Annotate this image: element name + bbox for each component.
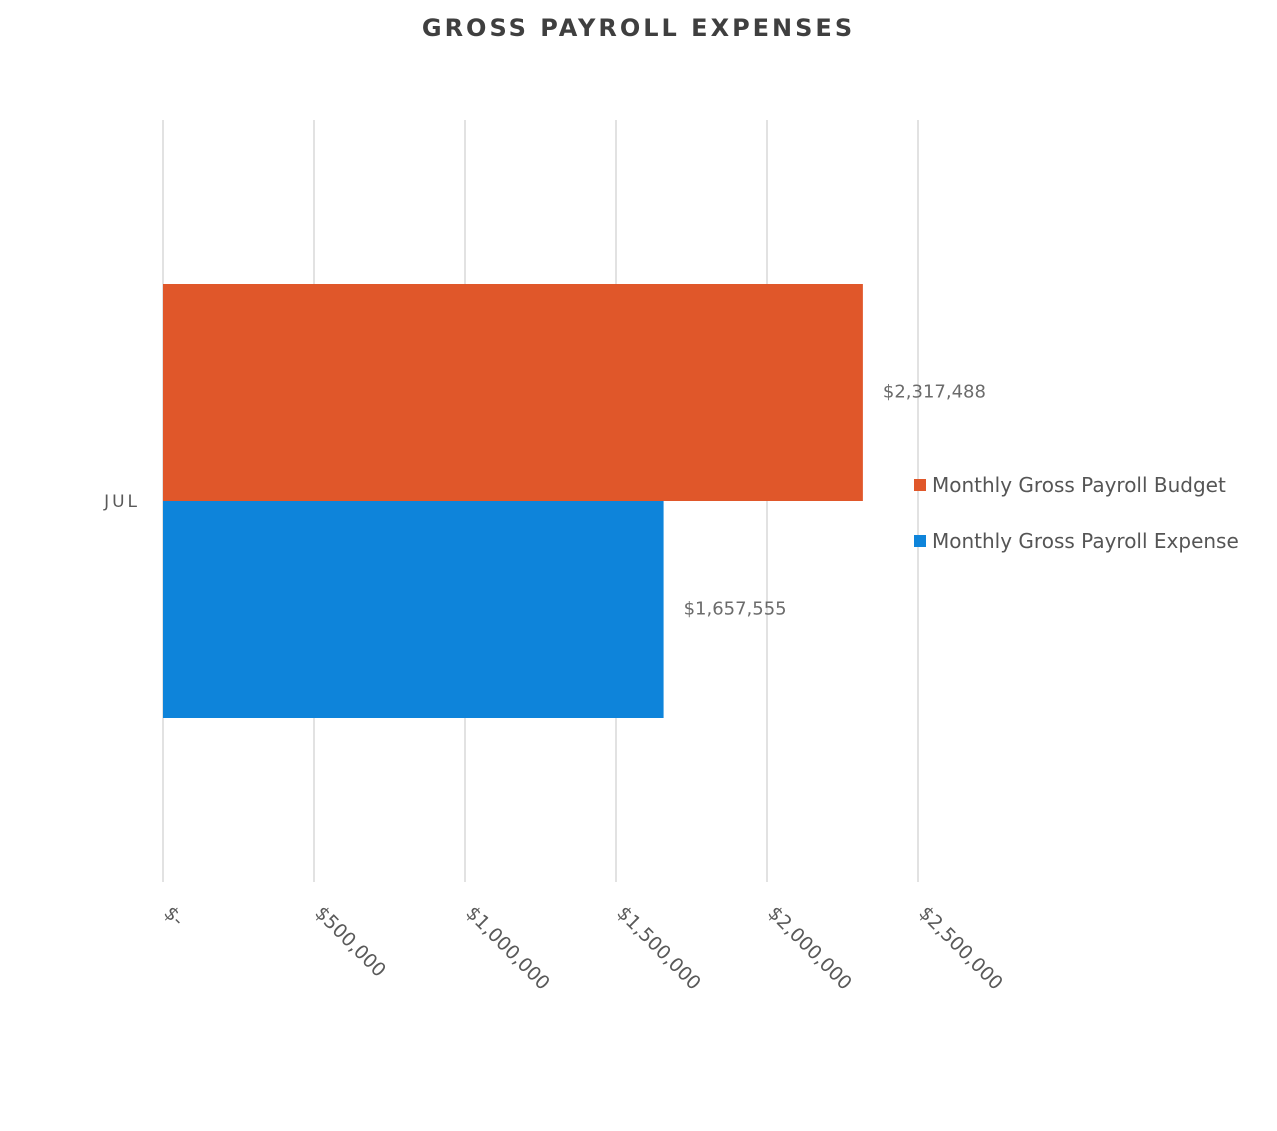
data-label: $1,657,555: [684, 599, 787, 620]
legend-item-expense: Monthly Gross Payroll Expense: [914, 526, 1239, 556]
legend-swatch-budget: [914, 479, 926, 491]
x-tick-label: $1,000,000: [461, 902, 553, 994]
legend-label-expense: Monthly Gross Payroll Expense: [932, 529, 1239, 553]
x-tick-label: $2,500,000: [914, 902, 1006, 994]
legend-swatch-expense: [914, 535, 926, 547]
bar: [163, 284, 863, 501]
bar: [163, 501, 664, 718]
chart-title: GROSS PAYROLL EXPENSES: [421, 14, 856, 42]
category-label: JUL: [103, 492, 140, 512]
x-tick-label: $1,500,000: [612, 902, 704, 994]
x-tick-label: $-: [159, 902, 188, 931]
x-tick-label: $2,000,000: [763, 902, 855, 994]
data-label: $2,317,488: [883, 382, 986, 403]
legend-item-budget: Monthly Gross Payroll Budget: [914, 470, 1239, 500]
legend: Monthly Gross Payroll Budget Monthly Gro…: [914, 470, 1239, 582]
legend-label-budget: Monthly Gross Payroll Budget: [932, 473, 1226, 497]
x-tick-label: $500,000: [310, 902, 390, 982]
